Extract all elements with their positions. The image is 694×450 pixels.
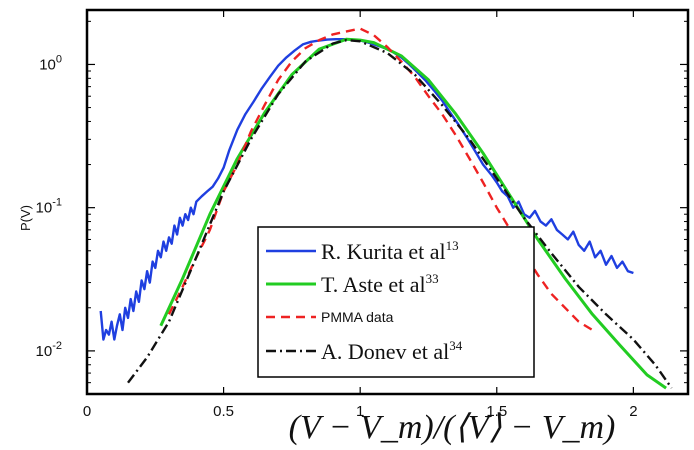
- series-line-4: [127, 38, 673, 389]
- x-tick-labels: 0 0.5 1 1.5 2: [83, 403, 638, 420]
- legend-label: T. Aste et al33: [321, 271, 439, 297]
- y-tick-labels: 10-2 10-1 100: [36, 53, 62, 359]
- x-tick-label: 1: [356, 403, 364, 420]
- x-tick-label: 0: [83, 403, 91, 420]
- y-tick-label: 100: [39, 53, 62, 73]
- legend: R. Kurita et al13 T. Aste et al33 PMMA dat…: [257, 226, 535, 378]
- x-axis-label: (V − V_m)/(⟨V⟩ − V_m): [289, 409, 616, 446]
- legend-label: A. Donev et al34: [321, 338, 463, 364]
- x-tick-label: 1.5: [486, 403, 507, 420]
- y-axis-label: P(V): [18, 205, 33, 231]
- series-line-1: [99, 38, 634, 341]
- axis-ticks: [86, 10, 688, 395]
- x-tick-label: 0.5: [213, 403, 234, 420]
- legend-label: PMMA data: [321, 309, 394, 325]
- legend-label: R. Kurita et al13: [321, 238, 459, 264]
- y-tick-label: 10-2: [36, 340, 62, 360]
- y-tick-label: 10-1: [36, 197, 62, 217]
- x-tick-label: 2: [629, 403, 637, 420]
